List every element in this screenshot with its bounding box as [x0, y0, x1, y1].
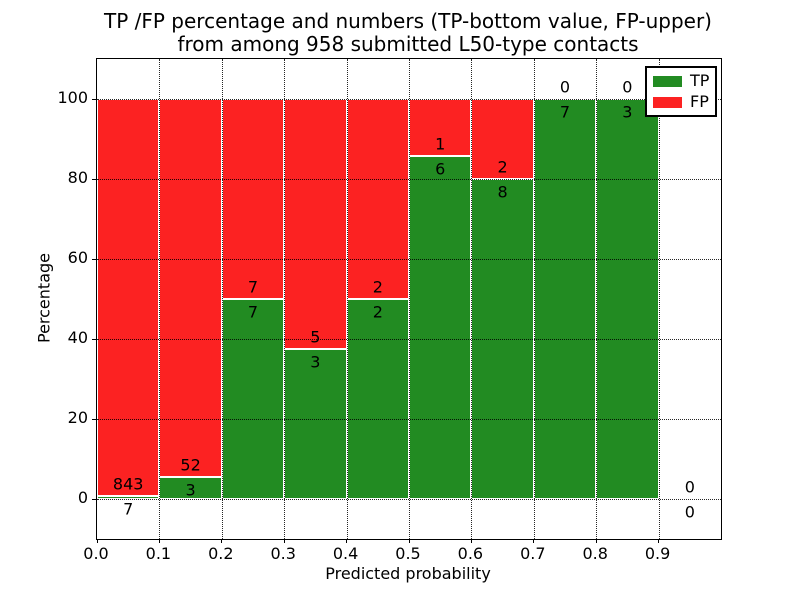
chart-title-line-1: TP /FP percentage and numbers (TP-bottom… — [104, 9, 712, 33]
fp-count-label: 0 — [559, 77, 571, 97]
tp-count-label: 7 — [123, 499, 134, 519]
bar-tp-segment — [409, 156, 472, 499]
tp-swatch-icon — [653, 75, 682, 87]
x-tick-mark — [408, 539, 410, 543]
x-tick-mark — [658, 539, 660, 543]
x-tick-label: 0.1 — [145, 544, 172, 563]
y-tick-mark — [92, 178, 96, 180]
chart-title: TP /FP percentage and numbers (TP-bottom… — [96, 10, 720, 56]
fp-swatch-icon — [653, 96, 682, 108]
x-tick-mark — [470, 539, 472, 543]
y-tick-label: 60 — [67, 248, 88, 267]
plot-area: 843 7 52 3 7 7 5 3 2 2 1 6 2 8 0 7 0 3 0 0 — [92, 58, 722, 543]
grid-line-horizontal — [97, 179, 721, 180]
bar-fp-segment — [159, 99, 222, 478]
x-tick-mark — [283, 539, 285, 543]
y-tick-label: 20 — [67, 408, 88, 427]
tp-count-label: 2 — [372, 302, 383, 322]
x-tick-label: 0.6 — [457, 544, 484, 563]
bar-tp-segment — [221, 299, 285, 499]
tp-count-label: 3 — [622, 102, 633, 122]
fp-count-label: 7 — [247, 277, 259, 297]
y-tick-mark — [92, 418, 96, 420]
fp-count-label: 5 — [310, 327, 321, 347]
grid-line-horizontal — [97, 259, 721, 260]
legend-item-tp: TP — [653, 72, 709, 90]
x-tick-mark — [533, 539, 535, 543]
fp-count-label: 0 — [684, 477, 695, 497]
tp-count-label: 8 — [497, 182, 508, 202]
y-tick-label: 100 — [57, 88, 88, 107]
fp-count-label: 52 — [180, 455, 201, 475]
grid-line-vertical — [159, 59, 161, 539]
tp-count-label: 0 — [684, 502, 695, 522]
grid-line-horizontal — [97, 99, 721, 100]
x-tick-label: 0.7 — [520, 544, 546, 563]
grid-line-vertical — [533, 59, 535, 539]
tp-count-label: 6 — [435, 159, 446, 179]
fp-count-label: 2 — [372, 277, 383, 297]
grid-line-horizontal — [97, 499, 721, 500]
tp-count-label: 7 — [559, 102, 571, 122]
grid-line-horizontal — [97, 419, 721, 420]
legend-item-fp: FP — [653, 93, 709, 111]
tp-count-label: 7 — [247, 302, 259, 322]
fp-count-label: 843 — [112, 474, 144, 494]
y-tick-mark — [92, 98, 96, 100]
grid-line-vertical — [221, 59, 223, 539]
grid-line-vertical — [658, 59, 660, 539]
x-tick-label: 0.9 — [644, 544, 671, 563]
fp-count-label: 1 — [435, 134, 446, 154]
y-tick-label: 0 — [77, 488, 88, 507]
grid-line-vertical — [284, 59, 286, 539]
x-tick-label: 0.3 — [270, 544, 296, 563]
x-tick-mark — [595, 539, 597, 543]
bar-fp-segment — [221, 99, 285, 299]
x-tick-label: 0.4 — [332, 544, 359, 563]
fp-count-label: 2 — [497, 157, 508, 177]
y-tick-mark — [92, 258, 96, 260]
bar-fp-segment — [346, 99, 409, 299]
x-tick-mark — [96, 539, 98, 543]
x-tick-label: 0.5 — [395, 544, 421, 563]
bar-tp-segment — [346, 299, 409, 499]
tp-count-label: 3 — [185, 480, 196, 500]
fp-count-label: 0 — [622, 77, 633, 97]
y-tick-mark — [92, 338, 96, 340]
tp-count-label: 3 — [310, 352, 321, 372]
x-tick-mark — [346, 539, 348, 543]
grid-line-horizontal — [97, 339, 721, 340]
bar-tp-segment — [533, 99, 597, 499]
x-tick-label: 0.0 — [83, 544, 109, 563]
y-tick-label: 80 — [67, 168, 88, 187]
bar-tp-segment — [284, 349, 347, 499]
x-tick-mark — [221, 539, 223, 543]
bar-fp-segment — [97, 99, 160, 496]
bar-fp-segment — [284, 99, 347, 349]
legend-label-fp: FP — [690, 92, 709, 111]
x-axis-label: Predicted probability — [325, 564, 491, 583]
grid-line-vertical — [409, 59, 410, 539]
grid-line-vertical — [346, 59, 348, 539]
legend-label-tp: TP — [690, 71, 710, 90]
grid-line-vertical — [471, 59, 473, 539]
bar-fp-segment — [409, 99, 472, 157]
x-tick-mark — [158, 539, 160, 543]
bar-tp-segment — [97, 495, 160, 499]
grid-line-vertical — [596, 59, 598, 539]
x-tick-label: 0.2 — [208, 544, 234, 563]
y-tick-mark — [92, 498, 96, 500]
chart-title-line-2: from among 958 submitted L50-type contac… — [177, 32, 639, 56]
legend: TP FP — [645, 66, 718, 117]
x-tick-label: 0.8 — [582, 544, 608, 563]
bar-tp-segment — [596, 99, 659, 499]
y-tick-label: 40 — [67, 328, 88, 347]
